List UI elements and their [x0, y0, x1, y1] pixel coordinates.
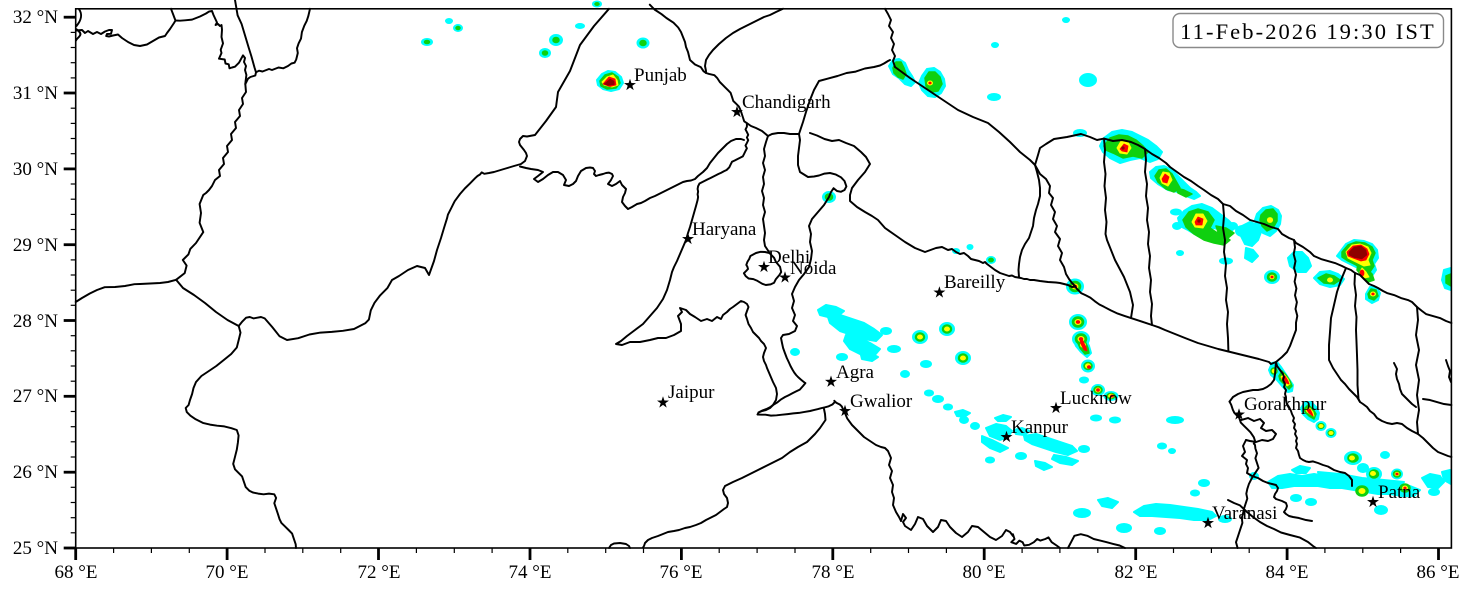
- svg-text:86 °E: 86 °E: [1417, 562, 1460, 583]
- svg-text:28 °N: 28 °N: [13, 311, 58, 332]
- svg-text:32 °N: 32 °N: [13, 7, 58, 28]
- svg-text:Gorakhpur: Gorakhpur: [1244, 394, 1327, 415]
- svg-text:Bareilly: Bareilly: [944, 272, 1006, 293]
- svg-text:Kanpur: Kanpur: [1011, 417, 1069, 438]
- svg-text:Noida: Noida: [790, 258, 837, 279]
- svg-text:84 °E: 84 °E: [1266, 562, 1309, 583]
- svg-text:30 °N: 30 °N: [13, 159, 58, 180]
- svg-text:Agra: Agra: [836, 362, 875, 383]
- svg-text:76 °E: 76 °E: [660, 562, 703, 583]
- svg-text:82 °E: 82 °E: [1115, 562, 1158, 583]
- svg-text:Patna: Patna: [1378, 482, 1421, 503]
- svg-text:Lucknow: Lucknow: [1060, 388, 1132, 409]
- svg-text:74 °E: 74 °E: [509, 562, 552, 583]
- svg-text:29 °N: 29 °N: [13, 235, 58, 256]
- svg-text:11-Feb-2026 19:30 IST: 11-Feb-2026 19:30 IST: [1180, 19, 1436, 44]
- svg-text:Haryana: Haryana: [692, 219, 757, 240]
- svg-text:31 °N: 31 °N: [13, 83, 58, 104]
- svg-text:Gwalior: Gwalior: [850, 391, 913, 412]
- svg-text:78 °E: 78 °E: [812, 562, 855, 583]
- svg-text:Delhi: Delhi: [768, 247, 810, 268]
- svg-text:27 °N: 27 °N: [13, 386, 58, 407]
- svg-text:72 °E: 72 °E: [358, 562, 401, 583]
- svg-text:Punjab: Punjab: [634, 65, 687, 86]
- svg-text:Jaipur: Jaipur: [668, 382, 715, 403]
- svg-text:68 °E: 68 °E: [55, 562, 98, 583]
- svg-text:Varanasi: Varanasi: [1212, 503, 1277, 524]
- svg-text:70 °E: 70 °E: [206, 562, 249, 583]
- svg-text:26 °N: 26 °N: [13, 462, 58, 483]
- svg-text:80 °E: 80 °E: [963, 562, 1006, 583]
- svg-text:25 °N: 25 °N: [13, 538, 58, 559]
- svg-text:Chandigarh: Chandigarh: [742, 92, 831, 113]
